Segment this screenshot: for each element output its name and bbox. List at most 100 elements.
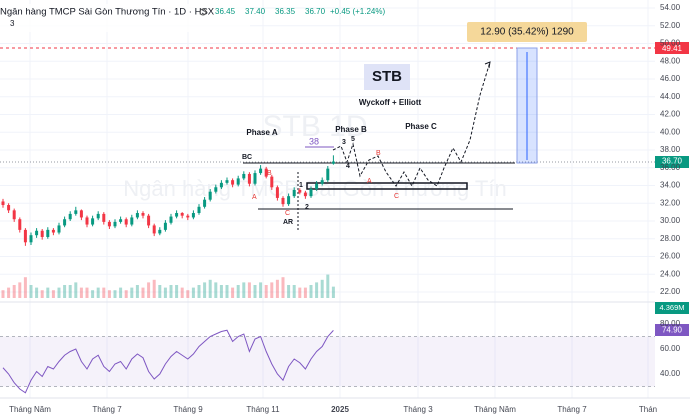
candle-body bbox=[180, 213, 184, 216]
candle-body bbox=[102, 213, 106, 222]
volume-bar bbox=[236, 285, 240, 298]
y-tick-label: 44.00 bbox=[660, 92, 681, 101]
candle-body bbox=[152, 225, 156, 234]
candle-body bbox=[1, 201, 5, 206]
y-tick-label: 38.00 bbox=[660, 145, 681, 154]
volume-bar bbox=[163, 287, 167, 298]
volume-bar bbox=[219, 285, 223, 298]
volume-bar bbox=[23, 277, 27, 298]
visibility-icon[interactable] bbox=[199, 8, 207, 16]
volume-bar bbox=[292, 285, 296, 298]
rsi-value-label: 74.90 bbox=[662, 325, 683, 334]
volume-bar bbox=[214, 282, 218, 298]
rsi-tick-label: 60.00 bbox=[660, 344, 681, 353]
y-tick-label: 24.00 bbox=[660, 269, 681, 278]
y-tick-label: 30.00 bbox=[660, 216, 681, 225]
volume-bar bbox=[281, 277, 285, 298]
volume-bar bbox=[225, 285, 229, 298]
bc-label: BC bbox=[242, 154, 252, 161]
volume-bar bbox=[191, 287, 195, 298]
y-tick-label: 22.00 bbox=[660, 287, 681, 296]
y-tick-label: 40.00 bbox=[660, 127, 681, 136]
correction-label: A bbox=[252, 194, 257, 201]
candle-body bbox=[169, 216, 173, 223]
y-tick-label: 34.00 bbox=[660, 181, 681, 190]
candle-body bbox=[270, 176, 274, 188]
volume-bar bbox=[74, 282, 78, 298]
candle-body bbox=[231, 180, 235, 185]
volume-bar bbox=[203, 282, 207, 298]
correction-label: B bbox=[267, 170, 272, 177]
zone-box bbox=[306, 182, 468, 190]
volume-box bbox=[655, 302, 689, 314]
ohlc-low: 36.35 bbox=[275, 7, 296, 16]
candle-body bbox=[158, 229, 162, 234]
volume-label: 4.369M bbox=[659, 303, 684, 312]
candle-body bbox=[208, 191, 212, 200]
y-tick-label: 36.00 bbox=[660, 163, 681, 172]
candle-body bbox=[7, 205, 11, 211]
grid bbox=[0, 0, 655, 398]
volume-bar bbox=[287, 285, 291, 298]
candle-body bbox=[309, 189, 313, 197]
volume-bar bbox=[270, 282, 274, 298]
x-tick-label: Tháng Năm bbox=[9, 405, 51, 414]
ticker-box bbox=[364, 64, 410, 90]
x-tick-label: Thán bbox=[639, 405, 657, 414]
volume-bar bbox=[315, 282, 319, 298]
volume-bar bbox=[175, 285, 179, 298]
watermark: STB 1D bbox=[262, 110, 367, 143]
volume-bar bbox=[18, 282, 22, 298]
indicator-count[interactable]: 3 bbox=[10, 19, 15, 28]
volume-bar bbox=[180, 287, 184, 298]
volume-bar bbox=[247, 282, 251, 298]
volume-bar bbox=[264, 285, 268, 298]
y-tick-label: 42.00 bbox=[660, 110, 681, 119]
candle-body bbox=[292, 189, 296, 197]
candle-body bbox=[79, 210, 83, 218]
y-tick-label: 26.00 bbox=[660, 252, 681, 261]
wave-label: 5 bbox=[351, 136, 355, 143]
volume-bar bbox=[197, 285, 201, 298]
volume-bar bbox=[208, 279, 212, 298]
x-tick-label: 2025 bbox=[331, 405, 349, 414]
ar-label: AR bbox=[283, 219, 293, 226]
candle-body bbox=[12, 210, 16, 220]
volume-bar bbox=[46, 287, 50, 298]
candle-body bbox=[236, 178, 240, 185]
y-tick-label: 52.00 bbox=[660, 21, 681, 30]
candle-body bbox=[23, 229, 27, 243]
rsi-band bbox=[0, 336, 655, 387]
volume-bar bbox=[96, 287, 100, 298]
wave-label: 3 bbox=[342, 139, 346, 146]
projection bbox=[332, 61, 491, 188]
candle-body bbox=[203, 199, 207, 207]
ohlc-high: 37.40 bbox=[245, 7, 266, 16]
volume-bar bbox=[186, 290, 190, 298]
candle-body bbox=[247, 173, 251, 184]
candle-body bbox=[326, 168, 330, 181]
candle-body bbox=[51, 229, 55, 233]
correction-label: C bbox=[285, 210, 290, 217]
ohlc-open: 36.45 bbox=[215, 7, 236, 16]
candle-body bbox=[259, 168, 263, 174]
x-tick-label: Tháng 3 bbox=[403, 405, 433, 414]
volume-bar bbox=[259, 282, 263, 298]
volume-bar bbox=[79, 287, 83, 298]
volume-bar bbox=[320, 279, 324, 298]
volume-bar bbox=[113, 290, 117, 298]
volume-bar bbox=[29, 285, 33, 298]
ohlc-change: +0.45 (+1.24%) bbox=[330, 7, 385, 16]
x-tick-label: Tháng 11 bbox=[246, 405, 280, 414]
y-tick-label: 32.00 bbox=[660, 198, 681, 207]
candle-body bbox=[135, 213, 139, 218]
candle-body bbox=[242, 173, 246, 179]
volume-bar bbox=[253, 285, 257, 298]
candle-body bbox=[264, 168, 268, 177]
projection-arrow bbox=[484, 61, 491, 69]
candle-body bbox=[197, 206, 201, 214]
candle-body bbox=[74, 210, 78, 214]
candle-body bbox=[35, 230, 39, 236]
candle-body bbox=[18, 219, 22, 230]
measure-label: 12.90 (35.42%) 1290 bbox=[480, 27, 574, 38]
